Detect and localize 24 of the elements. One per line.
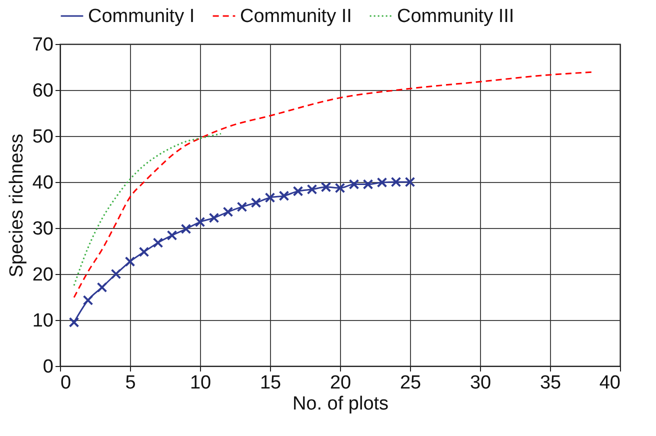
line-series [73,71,593,298]
legend-label: Community I [88,6,195,27]
x-tick-label: 40 [599,372,620,394]
x-tick-label: 20 [330,372,352,394]
y-tick-label: 0 [42,356,54,378]
y-tick-label: 70 [32,34,54,56]
y-tick-label: 10 [32,310,54,332]
y-tick-label: 60 [32,80,54,102]
y-tick-label: 30 [32,218,54,240]
legend-label: Community III [397,6,514,27]
y-tick-label: 40 [32,172,54,194]
x-tick-label: 30 [470,372,492,394]
y-tick-label: 20 [32,264,54,286]
x-tick-label: 5 [125,372,136,394]
y-axis-title: Species richness [6,134,28,278]
x-tick-label: 0 [60,372,72,394]
x-tick-label: 10 [190,372,212,394]
legend-label: Community II [240,6,352,27]
x-tick-label: 15 [260,372,282,394]
x-axis-title: No. of plots [292,394,389,414]
y-tick-label: 50 [32,126,54,148]
x-tick-label: 35 [540,372,562,394]
x-tick-label: 25 [400,372,422,394]
line-series [73,132,222,286]
